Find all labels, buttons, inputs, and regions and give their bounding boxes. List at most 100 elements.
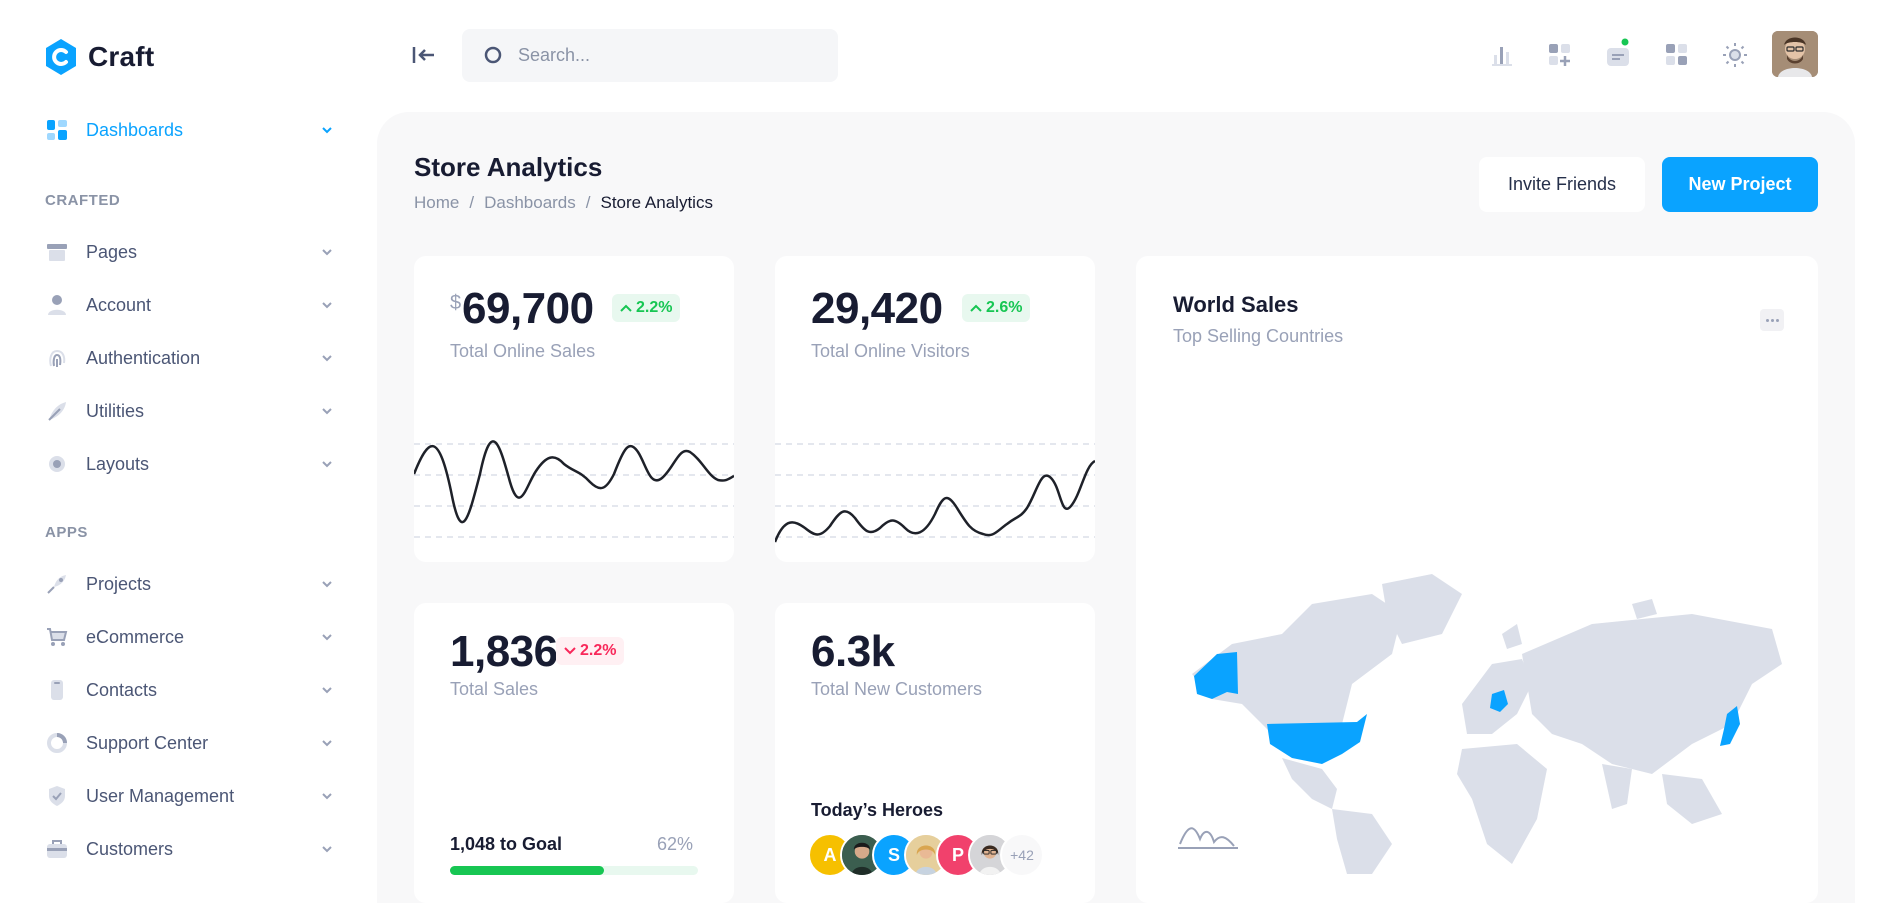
heroes-more-badge[interactable]: +42 — [1000, 833, 1044, 877]
change-value: 2.2% — [580, 642, 617, 659]
search-icon — [484, 46, 502, 63]
total-sales-value: 1,836 — [450, 627, 558, 676]
chevron-down-icon — [322, 461, 332, 468]
chevron-down-icon — [322, 249, 332, 256]
map-region-japan — [1720, 706, 1740, 746]
breadcrumb-current: Store Analytics — [600, 193, 713, 212]
feather-icon — [44, 398, 70, 424]
rocket-icon — [44, 571, 70, 597]
more-options-icon[interactable] — [1760, 309, 1784, 331]
chevron-down-icon — [322, 687, 332, 694]
online-sales-value: 69,700 — [462, 284, 594, 333]
apps-icon[interactable] — [1660, 38, 1694, 72]
arrow-up-icon — [620, 304, 632, 312]
lifebuoy-icon — [44, 730, 70, 756]
sidebar-item-label: Contacts — [86, 679, 158, 700]
chevron-down-icon — [322, 740, 332, 747]
fingerprint-icon — [44, 345, 70, 371]
section-label-apps: APPS — [45, 524, 88, 541]
sidebar-item-account[interactable]: Account — [44, 285, 334, 325]
chevron-down-icon — [322, 793, 332, 800]
online-visitors-value: 29,420 — [811, 284, 943, 333]
sidebar-item-label: Customers — [86, 838, 174, 859]
sidebar-item-label: Projects — [86, 573, 152, 594]
app-name: Craft — [88, 41, 155, 72]
chat-icon[interactable] — [1601, 38, 1635, 72]
chart-icon[interactable] — [1485, 38, 1519, 72]
shield-icon — [44, 783, 70, 809]
sidebar-item-ecommerce[interactable]: eCommerce — [44, 617, 334, 657]
craft-logo-icon — [46, 39, 76, 75]
world-sales-title: World Sales — [1173, 292, 1299, 317]
sidebar-item-layouts[interactable]: Layouts — [44, 444, 334, 484]
gear-icon — [44, 451, 70, 477]
sidebar-item-label: Authentication — [86, 347, 201, 368]
card-world-sales: World Sales Top Selling Countries — [1136, 256, 1818, 903]
pages-icon — [44, 239, 70, 265]
grid-plus-icon[interactable] — [1543, 38, 1577, 72]
sidebar-item-label: Support Center — [86, 732, 209, 753]
new-project-button[interactable]: New Project — [1662, 157, 1818, 212]
phone-icon — [44, 677, 70, 703]
sidebar-item-label: eCommerce — [86, 626, 185, 647]
sidebar-collapse-icon[interactable] — [410, 42, 438, 68]
sidebar-item-label: Pages — [86, 241, 138, 262]
search-box[interactable] — [462, 29, 838, 82]
sidebar-item-projects[interactable]: Projects — [44, 564, 334, 604]
sidebar-item-customers[interactable]: Customers — [44, 829, 334, 869]
online-sales-label: Total Online Sales — [450, 341, 596, 361]
chevron-down-icon — [322, 634, 332, 641]
goal-label: 1,048 to Goal — [450, 834, 563, 854]
arrow-down-icon — [564, 647, 576, 655]
map-region-germany — [1490, 690, 1508, 712]
sidebar-item-contacts[interactable]: Contacts — [44, 670, 334, 710]
change-value: 2.2% — [636, 299, 673, 316]
sun-icon[interactable] — [1718, 38, 1752, 72]
breadcrumb: Home / Dashboards / Store Analytics — [414, 193, 713, 213]
breadcrumb-home[interactable]: Home — [414, 193, 460, 212]
arrow-up-icon — [970, 304, 982, 312]
sales-sparkline — [414, 440, 734, 538]
briefcase-icon — [44, 836, 70, 862]
goal-percent: 62% — [657, 834, 694, 854]
chevron-down-icon — [322, 355, 332, 362]
sidebar-item-support-center[interactable]: Support Center — [44, 723, 334, 763]
sidebar-item-label: Dashboards — [86, 119, 184, 140]
sidebar-item-label: Layouts — [86, 453, 150, 474]
chevron-down-icon — [322, 127, 332, 134]
new-customers-value: 6.3k — [811, 627, 895, 676]
card-total-sales: 1,836 2.2% Total Sales 1,048 to Goal 62% — [414, 603, 734, 903]
logo[interactable]: Craft — [44, 38, 154, 76]
breadcrumb-dashboards[interactable]: Dashboards — [484, 193, 576, 212]
currency-symbol: $ — [450, 292, 462, 314]
sidebar-item-dashboards[interactable]: Dashboards — [44, 110, 334, 150]
visitors-sparkline — [775, 443, 1095, 543]
sidebar-item-pages[interactable]: Pages — [44, 232, 334, 272]
search-input[interactable] — [518, 45, 818, 66]
card-online-sales: $ 69,700 2.2% Total Online Sales — [414, 256, 734, 562]
dashboard-icon — [44, 117, 70, 143]
sidebar-item-authentication[interactable]: Authentication — [44, 338, 334, 378]
user-avatar[interactable] — [1772, 31, 1818, 77]
online-sales-change-badge: 2.2% — [612, 294, 681, 322]
sidebar-item-user-management[interactable]: User Management — [44, 776, 334, 816]
breadcrumb-separator: / — [469, 193, 475, 212]
total-sales-change-badge: 2.2% — [556, 637, 625, 665]
heroes-title: Today’s Heroes — [811, 800, 944, 820]
chevron-down-icon — [322, 302, 332, 309]
map-region-usa — [1267, 714, 1367, 764]
total-sales-label: Total Sales — [450, 679, 539, 699]
chevron-down-icon — [322, 846, 332, 853]
goal-progress-fill — [450, 866, 604, 875]
change-value: 2.6% — [986, 299, 1023, 316]
sidebar: Craft Dashboards CRAFTED Pages Account A… — [0, 0, 360, 903]
online-visitors-change-badge: 2.6% — [962, 294, 1031, 322]
sidebar-item-utilities[interactable]: Utilities — [44, 391, 334, 431]
invite-friends-button[interactable]: Invite Friends — [1479, 157, 1645, 212]
page-title: Store Analytics — [414, 152, 603, 182]
sidebar-item-label: Account — [86, 294, 152, 315]
sidebar-item-label: Utilities — [86, 400, 145, 421]
new-customers-label: Total New Customers — [811, 679, 983, 699]
breadcrumb-separator: / — [585, 193, 591, 212]
